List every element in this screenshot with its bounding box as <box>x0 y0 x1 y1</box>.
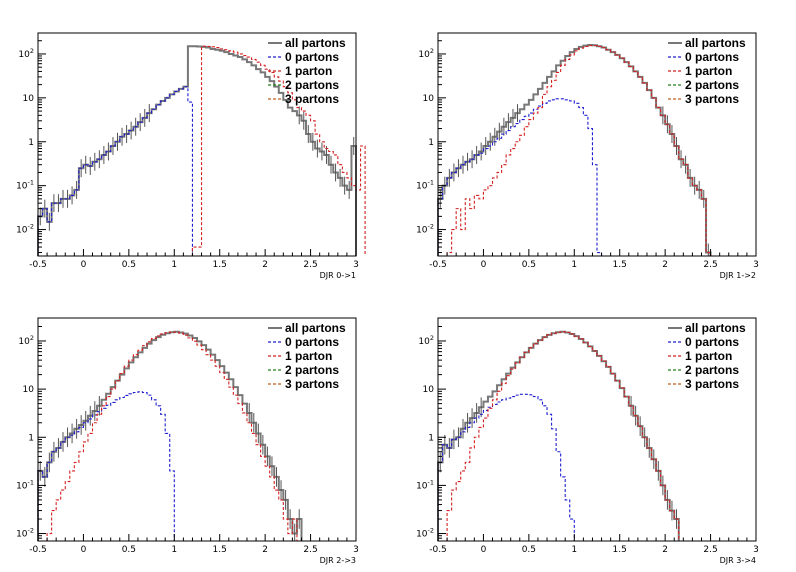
x-tick-label: 2.5 <box>303 545 317 555</box>
x-axis-title: DJR 0->1 <box>320 271 356 280</box>
x-tick-label: 1.5 <box>213 545 227 555</box>
x-tick-label: 1 <box>171 260 177 270</box>
legend-label-2-partons: 2 partons <box>285 363 339 377</box>
series-1-parton-panel-3 <box>446 331 680 541</box>
legend-label-3-partons: 3 partons <box>285 377 339 391</box>
series-1-parton-panel-1 <box>438 45 712 257</box>
legend-label-0-partons: 0 partons <box>685 335 739 349</box>
legend-label-1-parton: 1 parton <box>285 349 332 363</box>
x-tick-label: 3 <box>353 260 359 270</box>
series-0-partons-panel-0 <box>37 86 194 256</box>
y-tick-label: 10 <box>423 385 435 395</box>
x-tick-label: 0.5 <box>522 545 536 555</box>
legend-label-1-parton: 1 parton <box>685 349 732 363</box>
y-tick-label: 102 <box>418 47 434 60</box>
legend-label-1-parton: 1 parton <box>285 64 332 78</box>
legend-label-all-partons: all partons <box>285 321 346 335</box>
y-tick-label: 1 <box>28 433 34 443</box>
series-1-parton-panel-2 <box>46 331 298 541</box>
series-0-partons-panel-3 <box>437 393 579 542</box>
x-tick-label: 2 <box>262 260 268 270</box>
legend-label-3-partons: 3 partons <box>285 92 339 106</box>
x-tick-label: 3 <box>353 545 359 555</box>
y-tick-label: 10-2 <box>416 223 434 236</box>
y-tick-label: 10-1 <box>416 179 434 192</box>
series-all-partons-panel-1 <box>437 43 712 256</box>
y-tick-label: 10 <box>23 94 35 104</box>
x-tick-label: 0 <box>481 545 487 555</box>
y-tick-label: 10-2 <box>416 527 434 540</box>
x-tick-label: 1 <box>171 545 177 555</box>
legend-label-1-parton: 1 parton <box>685 64 732 78</box>
x-tick-label: 2 <box>262 545 268 555</box>
y-tick-label: 10-1 <box>416 478 434 491</box>
x-tick-label: 3 <box>753 545 759 555</box>
legend-label-0-partons: 0 partons <box>285 335 339 349</box>
x-tick-label: 2 <box>662 260 668 270</box>
x-tick-label: -0.5 <box>29 545 47 555</box>
y-tick-label: 102 <box>418 334 434 347</box>
x-tick-label: 1.5 <box>213 260 227 270</box>
x-axis-title: DJR 1->2 <box>720 271 756 280</box>
x-tick-label: 2.5 <box>303 260 317 270</box>
plot-frame <box>37 32 357 257</box>
x-tick-label: 1 <box>571 260 577 270</box>
y-tick-label: 10 <box>423 94 435 104</box>
legend-label-all-partons: all partons <box>285 36 346 50</box>
x-tick-label: 0.5 <box>122 260 136 270</box>
legend-label-0-partons: 0 partons <box>285 50 339 64</box>
x-tick-label: -0.5 <box>429 545 447 555</box>
x-tick-label: 2.5 <box>703 545 717 555</box>
legend-label-2-partons: 2 partons <box>685 363 739 377</box>
x-tick-label: 2.5 <box>703 260 717 270</box>
y-tick-label: 102 <box>18 47 34 60</box>
y-tick-label: 102 <box>18 334 34 347</box>
legend-label-3-partons: 3 partons <box>685 377 739 391</box>
x-axis-title: DJR 3->4 <box>720 556 756 565</box>
x-tick-label: -0.5 <box>29 260 47 270</box>
legend-label-0-partons: 0 partons <box>685 50 739 64</box>
legend-label-3-partons: 3 partons <box>685 92 739 106</box>
plot-frame <box>437 32 757 257</box>
series-all-partons-panel-3 <box>437 330 680 541</box>
x-axis-title: DJR 2->3 <box>320 556 356 565</box>
y-tick-label: 1 <box>428 138 434 148</box>
y-tick-label: 10-2 <box>16 223 34 236</box>
legend-label-all-partons: all partons <box>685 36 746 50</box>
x-tick-label: 1.5 <box>613 260 627 270</box>
plot-frame <box>37 317 357 542</box>
series-1-parton-panel-0 <box>191 45 366 256</box>
y-tick-label: 10-1 <box>16 179 34 192</box>
legend-label-all-partons: all partons <box>685 321 746 335</box>
x-tick-label: 1 <box>571 545 577 555</box>
x-tick-label: 1.5 <box>613 545 627 555</box>
x-tick-label: 0 <box>81 545 87 555</box>
plot-frame <box>437 317 757 542</box>
x-tick-label: 0 <box>81 260 87 270</box>
x-tick-label: 0.5 <box>522 260 536 270</box>
y-tick-label: 10-2 <box>16 527 34 540</box>
x-tick-label: -0.5 <box>429 260 447 270</box>
y-tick-label: 1 <box>28 138 34 148</box>
series-0-partons-panel-1 <box>437 98 603 256</box>
y-tick-label: 1 <box>428 433 434 443</box>
y-tick-label: 10 <box>23 385 35 395</box>
legend-label-2-partons: 2 partons <box>285 78 339 92</box>
x-tick-label: 0.5 <box>122 545 136 555</box>
y-tick-label: 10-1 <box>16 478 34 491</box>
x-tick-label: 2 <box>662 545 668 555</box>
x-tick-label: 0 <box>481 260 487 270</box>
legend-label-2-partons: 2 partons <box>685 78 739 92</box>
x-tick-label: 3 <box>753 260 759 270</box>
series-0-partons-panel-2 <box>37 391 179 542</box>
